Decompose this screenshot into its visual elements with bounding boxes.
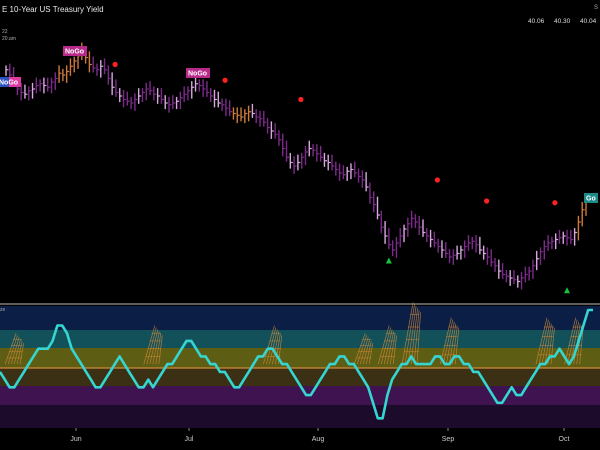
- nogo-dot: [434, 177, 440, 183]
- go-histogram: [272, 331, 280, 365]
- corner-text: S: [593, 5, 598, 11]
- nogo-dot: [112, 61, 118, 68]
- go-histogram: [377, 325, 390, 365]
- nogo-dot: [298, 96, 304, 103]
- go-histogram: [544, 323, 552, 365]
- go-triangle: [564, 287, 571, 294]
- go-histogram: [550, 327, 555, 365]
- label-bg: [186, 68, 210, 78]
- go-histogram: [448, 323, 457, 365]
- x-tick-label: Sep: [442, 436, 455, 443]
- go-histogram: [149, 329, 159, 365]
- oscillator-band: [0, 348, 600, 368]
- go-histogram: [416, 312, 421, 365]
- go-histogram: [535, 317, 548, 365]
- go-histogram: [541, 321, 551, 365]
- go-histogram: [143, 325, 156, 365]
- go-histogram: [410, 308, 418, 365]
- go-histogram: [439, 317, 452, 365]
- go-histogram: [380, 327, 391, 365]
- oscillator-band: [0, 405, 600, 428]
- go-histogram: [386, 331, 394, 365]
- quote-value-1: 40.06: [528, 18, 545, 25]
- quote-value-2: 40.30: [554, 18, 571, 25]
- oscillator-band: [0, 306, 600, 330]
- go-histogram: [266, 327, 277, 365]
- x-tick-label: Oct: [559, 436, 570, 443]
- go-histogram: [263, 325, 275, 365]
- oscillator-band: [0, 330, 600, 348]
- go-histogram: [356, 335, 368, 365]
- x-tick-label: Jul: [185, 436, 194, 443]
- label-bg: [0, 77, 9, 87]
- quote-value-3: 40.04: [580, 18, 597, 25]
- oscillator-bands: [0, 306, 600, 428]
- nogo-dot: [552, 200, 558, 206]
- chart-title: E 10-Year US Treasury Yield: [2, 5, 104, 14]
- label-bg: [63, 46, 87, 56]
- regime-label: NoGo: [0, 80, 18, 87]
- go-histogram: [404, 304, 415, 365]
- nogo-dot: [222, 77, 228, 83]
- oscillator-pane: [0, 302, 593, 420]
- go-histogram: [413, 310, 420, 365]
- go-histogram: [4, 333, 17, 365]
- regime-label: Go: [586, 196, 596, 203]
- go-histogram: [7, 335, 18, 365]
- label-bg: [9, 77, 21, 87]
- indicator-label: ze: [0, 307, 6, 313]
- go-histogram: [407, 306, 417, 365]
- label-bg: [584, 193, 598, 203]
- oscillator-line: [0, 308, 593, 420]
- x-axis: Jun Jul Aug Sep Oct: [70, 428, 569, 443]
- oscillator-band: [0, 386, 600, 405]
- x-tick-label: Jun: [70, 436, 81, 443]
- go-histogram: [146, 327, 157, 365]
- go-histogram: [365, 341, 372, 365]
- go-histogram: [564, 317, 576, 365]
- go-histogram: [269, 329, 278, 365]
- go-triangle: [385, 257, 392, 264]
- go-histogram: [10, 337, 20, 365]
- regime-label: NoGo: [188, 71, 207, 78]
- nogo-dot: [484, 198, 490, 204]
- go-histogram: [368, 343, 374, 365]
- go-histogram: [353, 333, 366, 365]
- price-pane: NoGo NoGo NoGo Go: [0, 42, 598, 294]
- go-histogram: [392, 335, 397, 365]
- regime-label: NoGo: [65, 49, 84, 56]
- go-histogram: [445, 321, 455, 365]
- go-histogram: [383, 329, 393, 365]
- go-histogram: [16, 341, 23, 365]
- go-histogram: [359, 337, 369, 365]
- go-histogram: [158, 335, 163, 365]
- go-histogram: [152, 331, 160, 365]
- go-histogram: [401, 302, 414, 365]
- header-subtitle-2: 20.am: [2, 36, 16, 42]
- header-subtitle-1: 22: [2, 29, 8, 35]
- go-histogram: [579, 327, 584, 365]
- x-tick-label: Aug: [312, 436, 325, 443]
- go-histogram: [19, 343, 24, 365]
- go-histogram: [454, 327, 460, 365]
